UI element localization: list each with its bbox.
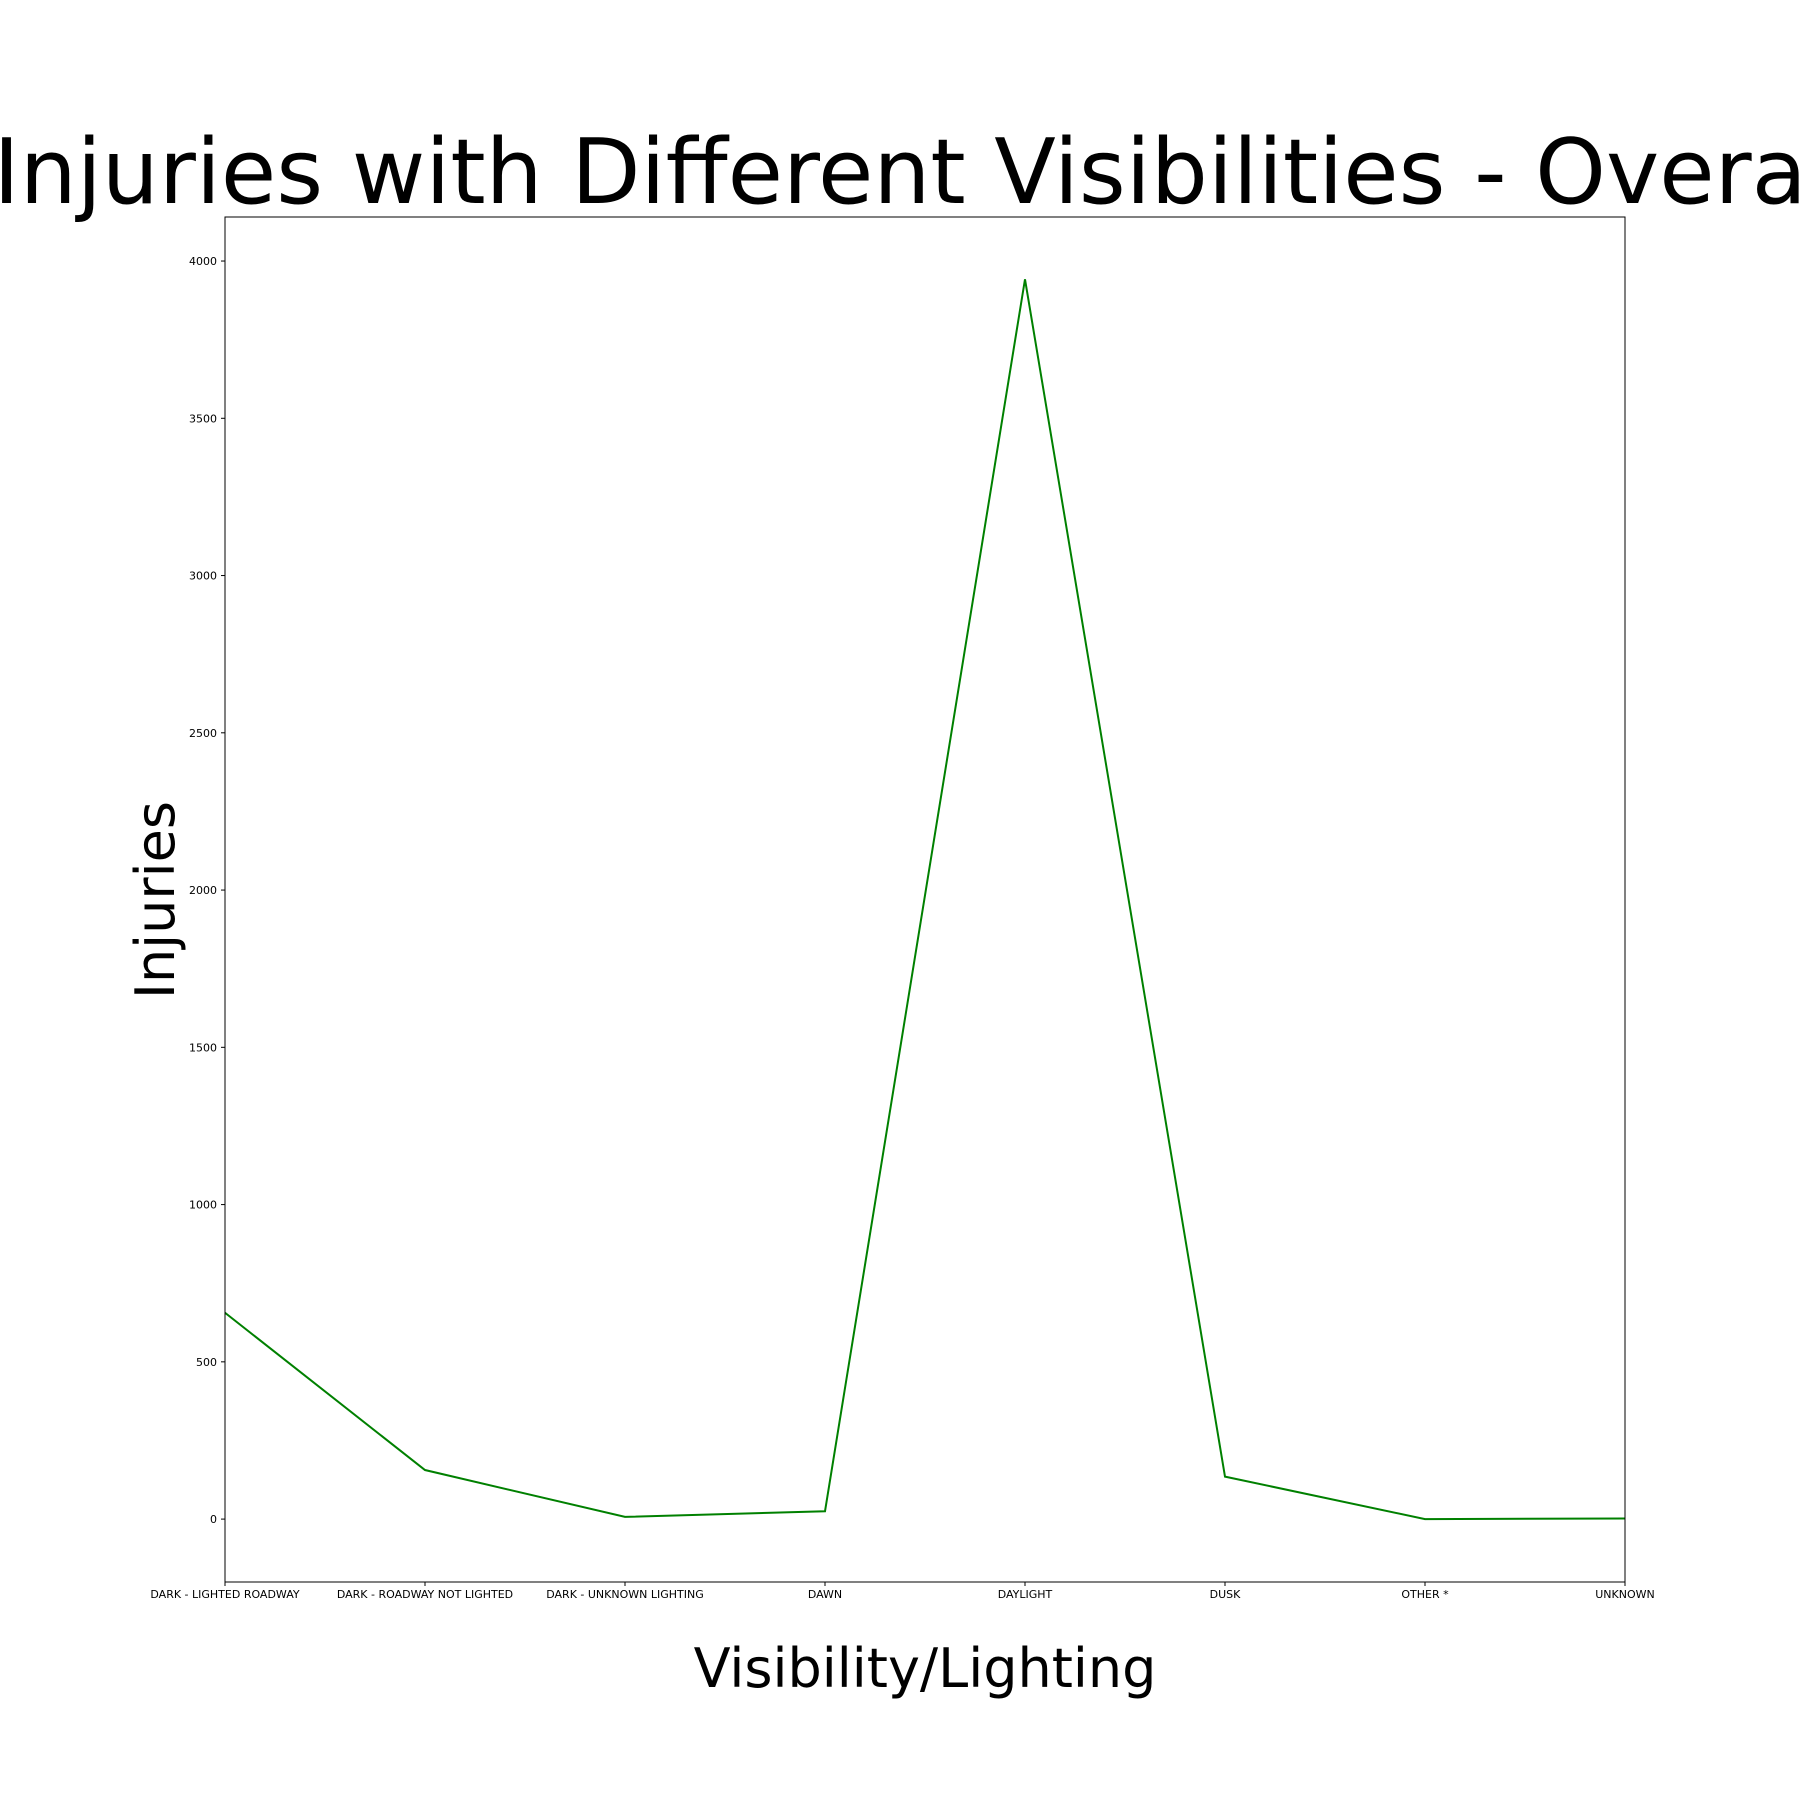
y-tick-label: 1500 [189, 1041, 217, 1054]
ticks-layer: 0 500 1000 1500 2000 2500 3000 3500 4000 DARK - L… [150, 255, 1654, 1601]
x-tick-label: DAYLIGHT [998, 1588, 1053, 1601]
y-tick-label: 0 [210, 1513, 217, 1526]
x-tick-label: DARK - UNKNOWN LIGHTING [546, 1588, 704, 1601]
y-tick-label: 4000 [189, 255, 217, 268]
y-tick-label: 500 [196, 1356, 217, 1369]
y-tick-label: 3500 [189, 412, 217, 425]
x-tick-label: DAWN [808, 1588, 842, 1601]
x-axis-label: Visibility/Lighting [694, 1637, 1157, 1700]
chart-title: Injuries with Different Visibilities - O… [0, 120, 1800, 225]
y-tick-label: 2500 [189, 727, 217, 740]
x-tick-label: DARK - ROADWAY NOT LIGHTED [337, 1588, 513, 1601]
x-tick-label: DARK - LIGHTED ROADWAY [150, 1588, 299, 1601]
y-tick-label: 2000 [189, 884, 217, 897]
x-tick-label: UNKNOWN [1595, 1588, 1655, 1601]
x-tick-label: OTHER * [1401, 1588, 1449, 1601]
plot-frame [224, 216, 1626, 1583]
x-tick-label: DUSK [1210, 1588, 1242, 1601]
y-axis-label: Injuries [124, 801, 187, 999]
y-tick-label: 1000 [189, 1199, 217, 1212]
y-tick-label: 3000 [189, 570, 217, 583]
series-line [224, 279, 1626, 1521]
